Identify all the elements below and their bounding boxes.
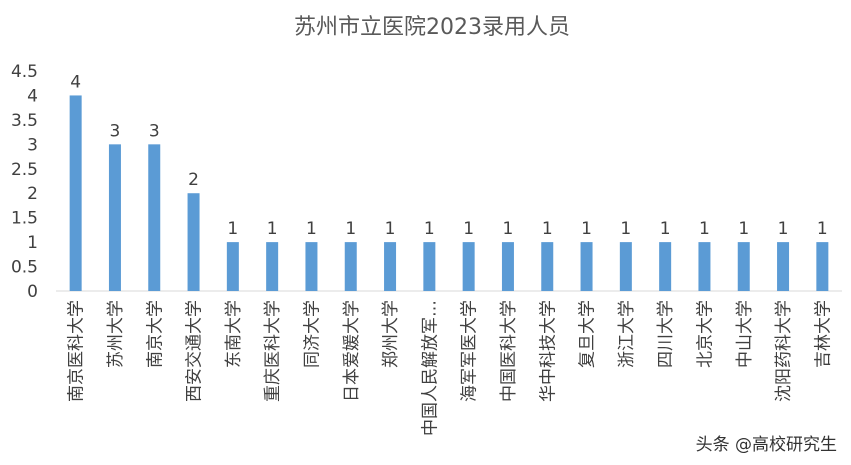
y-tick-label: 1.5 <box>11 209 38 229</box>
data-label: 1 <box>463 219 474 239</box>
category-label: 吉林大学 <box>813 300 833 368</box>
category-label: 同济大学 <box>302 300 322 368</box>
bar <box>108 144 121 291</box>
bar <box>187 193 200 291</box>
bars <box>69 95 829 291</box>
bar <box>226 242 239 291</box>
category-label: 郑州大学 <box>381 300 401 368</box>
category-label: 华中科技大学 <box>538 300 558 402</box>
y-tick-label: 3 <box>27 135 38 155</box>
data-label: 1 <box>306 219 317 239</box>
data-label: 2 <box>188 170 199 190</box>
bar <box>148 144 161 291</box>
bar <box>580 242 593 291</box>
data-label: 1 <box>738 219 749 239</box>
y-tick-label: 0 <box>27 282 38 302</box>
data-label: 1 <box>817 219 828 239</box>
data-label: 1 <box>699 219 710 239</box>
y-tick-label: 2 <box>27 184 38 204</box>
data-label: 1 <box>581 219 592 239</box>
y-axis: 0 0.5 1 1.5 2 2.5 3 3.5 4 4.5 <box>11 62 38 302</box>
bar <box>344 242 357 291</box>
data-label: 1 <box>778 219 789 239</box>
category-label: 四川大学 <box>656 300 676 368</box>
category-label: 复旦大学 <box>578 300 598 368</box>
category-label: 西安交通大学 <box>185 300 205 402</box>
category-label: 南京大学 <box>145 300 165 368</box>
data-label: 1 <box>503 219 514 239</box>
y-tick-label: 0.5 <box>11 258 38 278</box>
data-label: 1 <box>385 219 396 239</box>
data-label: 4 <box>70 72 81 92</box>
category-label: 南京医科大学 <box>67 300 87 402</box>
data-label: 1 <box>227 219 238 239</box>
bar <box>384 242 397 291</box>
data-label: 3 <box>149 121 160 141</box>
category-label: 苏州大学 <box>106 300 126 368</box>
chart-title: 苏州市立医院2023录用人员 <box>294 15 570 40</box>
data-label: 1 <box>345 219 356 239</box>
data-label: 1 <box>267 219 278 239</box>
category-label: 重庆医科大学 <box>263 300 283 402</box>
bar <box>698 242 711 291</box>
category-label: 浙江大学 <box>617 300 637 368</box>
bar <box>266 242 279 291</box>
category-label: 海军军医大学 <box>460 300 480 402</box>
watermark: 头条 @高校研究生 <box>695 435 837 455</box>
category-label: 日本爱媛大学 <box>342 300 362 402</box>
category-label: 北京大学 <box>695 300 715 368</box>
data-label: 3 <box>110 121 121 141</box>
bar <box>816 242 829 291</box>
data-label: 1 <box>542 219 553 239</box>
y-tick-label: 4 <box>27 86 38 106</box>
y-tick-label: 3.5 <box>11 111 38 131</box>
category-label: 沈阳药科大学 <box>774 300 794 402</box>
y-tick-label: 1 <box>27 233 38 253</box>
bar <box>305 242 318 291</box>
y-tick-label: 4.5 <box>11 62 38 82</box>
bar <box>777 242 790 291</box>
category-labels: 南京医科大学 苏州大学 南京大学 西安交通大学 东南大学 重庆医科大学 同济大学 日本爱媛大学… <box>67 300 834 436</box>
bar <box>737 242 750 291</box>
data-label: 1 <box>620 219 631 239</box>
data-label: 1 <box>424 219 435 239</box>
bar <box>69 95 82 291</box>
bar <box>619 242 632 291</box>
category-label: 中国医科大学 <box>499 300 519 402</box>
y-tick-label: 2.5 <box>11 160 38 180</box>
data-label: 1 <box>660 219 671 239</box>
bar <box>423 242 436 291</box>
bar <box>541 242 554 291</box>
bar <box>501 242 514 291</box>
category-label: 中山大学 <box>735 300 755 368</box>
bar <box>462 242 475 291</box>
category-label: 中国人民解放军… <box>420 300 440 436</box>
category-label: 东南大学 <box>224 300 244 368</box>
data-labels: 4 3 3 2 1 1 1 1 1 1 1 1 1 1 1 1 1 1 1 1 <box>70 72 828 239</box>
bar <box>659 242 672 291</box>
